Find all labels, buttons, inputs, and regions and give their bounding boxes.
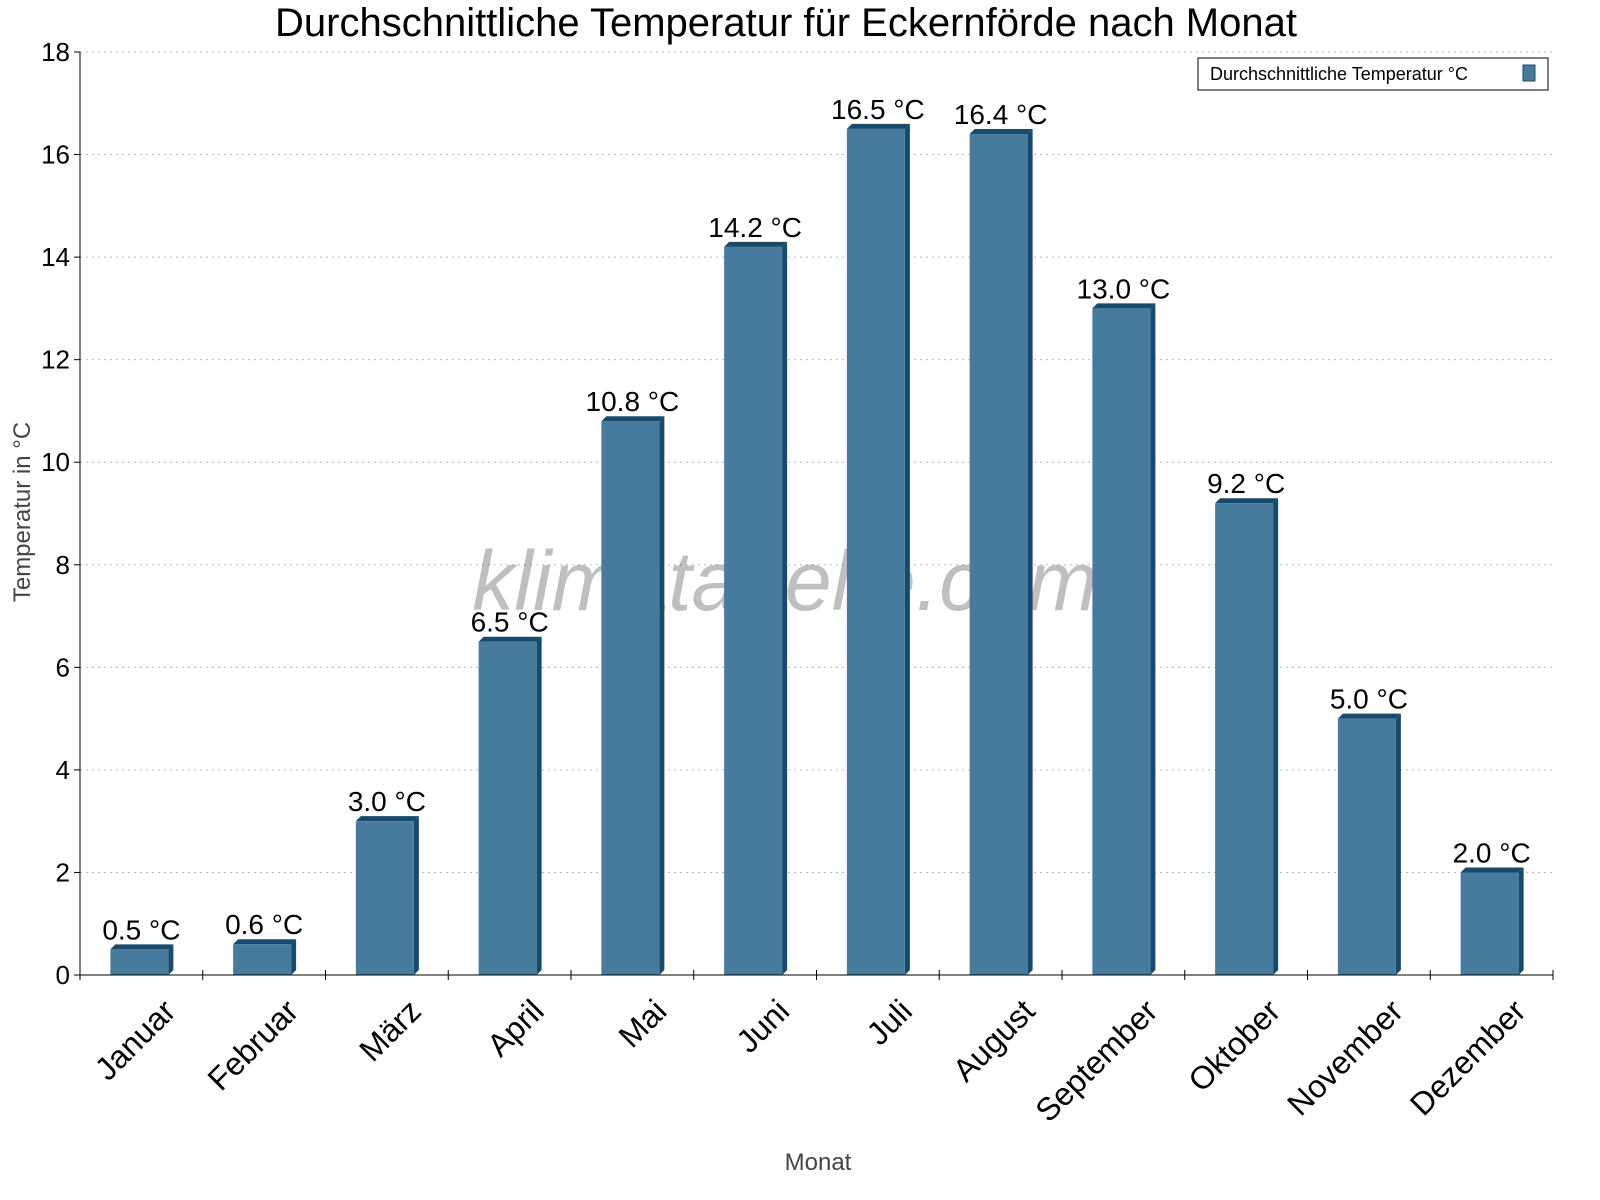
bar-side <box>536 636 542 975</box>
y-tick-label: 4 <box>56 755 70 785</box>
bar-side <box>1273 498 1279 975</box>
bar-side <box>1518 867 1524 975</box>
legend-box <box>1197 57 1549 91</box>
bar-top <box>601 416 665 422</box>
y-tick-label: 18 <box>41 37 70 67</box>
chart-title: Durchschnittliche Temperatur für Eckernf… <box>275 1 1297 45</box>
y-tick-label: 8 <box>56 550 70 580</box>
bar-top <box>724 241 788 247</box>
y-axis-label: Temperatur in °C <box>9 422 36 602</box>
bar-top <box>1215 498 1279 504</box>
legend: Durchschnittliche Temperatur °C <box>1197 57 1549 91</box>
bar-front <box>1460 872 1519 975</box>
x-tick-label: Mai <box>612 993 674 1055</box>
data-label: 13.0 °C <box>1077 273 1171 304</box>
data-label: 9.2 °C <box>1207 468 1285 499</box>
bar-front <box>478 641 537 975</box>
bar-top <box>233 939 297 945</box>
y-tick-label: 10 <box>41 447 70 477</box>
data-label: 2.0 °C <box>1453 837 1531 868</box>
bar <box>846 123 910 975</box>
bar-side <box>1395 713 1401 975</box>
bar-side <box>659 416 665 975</box>
bar-side <box>904 123 910 975</box>
y-tick-label: 2 <box>56 857 70 887</box>
y-tick-label: 0 <box>56 960 70 990</box>
data-label: 10.8 °C <box>586 386 680 417</box>
data-label: 0.6 °C <box>225 909 303 940</box>
bar <box>724 241 788 975</box>
x-tick-label: Januar <box>88 992 183 1087</box>
y-tick-label: 12 <box>41 345 70 375</box>
data-label: 0.5 °C <box>102 914 180 945</box>
bar-top <box>1460 867 1524 873</box>
bar-top <box>1337 713 1401 719</box>
x-tick-label: Juli <box>860 993 919 1052</box>
bar-front <box>233 944 292 975</box>
x-tick-label: August <box>946 993 1042 1089</box>
bar <box>355 816 419 975</box>
bar-side <box>168 944 174 975</box>
bar-front <box>1215 503 1274 975</box>
bar-front <box>601 421 660 975</box>
bar-top <box>846 123 910 129</box>
bar <box>601 416 665 975</box>
bar-side <box>291 939 297 975</box>
legend-swatch <box>1522 64 1536 82</box>
bar-front <box>1092 308 1151 975</box>
bars: 0.5 °C 0.6 °C 3.0 °C 6.5 °C 10.8 °C 14.2 °C 16… <box>102 94 1531 976</box>
bar-top <box>110 944 174 950</box>
data-label: 16.5 °C <box>831 94 925 125</box>
data-label: 3.0 °C <box>348 786 426 817</box>
bar-side <box>782 241 788 975</box>
bar-front <box>110 949 169 975</box>
bar-side <box>1027 129 1033 976</box>
bar-side <box>1150 303 1156 975</box>
bar-top <box>969 129 1033 135</box>
bar-front <box>1337 718 1396 975</box>
bar <box>1092 303 1156 975</box>
x-tick-label: Dezember <box>1403 992 1533 1122</box>
bar-top <box>478 636 542 642</box>
y-tick-label: 6 <box>56 652 70 682</box>
bar <box>969 129 1033 976</box>
x-tick-label: April <box>480 993 551 1064</box>
bar <box>1215 498 1279 975</box>
bar-front <box>846 128 905 975</box>
y-tick-label: 14 <box>41 242 70 272</box>
data-label: 5.0 °C <box>1330 684 1408 715</box>
legend-label: Durchschnittliche Temperatur °C <box>1210 64 1468 84</box>
x-tick-label: März <box>352 993 428 1069</box>
bar <box>1337 713 1401 975</box>
y-tick-label: 16 <box>41 140 70 170</box>
bar <box>1460 867 1524 975</box>
bar-top <box>1092 303 1156 309</box>
gridlines <box>80 51 1553 873</box>
bar-front <box>969 134 1028 976</box>
bar <box>478 636 542 975</box>
bar-front <box>724 246 783 975</box>
bar-front <box>355 821 414 975</box>
x-axis-label: Monat <box>785 1149 852 1176</box>
data-label: 14.2 °C <box>708 212 802 243</box>
x-tick-label: September <box>1028 992 1164 1128</box>
x-tick-label: Juni <box>729 993 796 1060</box>
data-label: 16.4 °C <box>954 99 1048 130</box>
bar-side <box>413 816 419 975</box>
x-tick-label: November <box>1280 992 1410 1122</box>
bar <box>233 939 297 975</box>
bar-top <box>355 816 419 822</box>
x-tick-label: Februar <box>200 992 305 1097</box>
bar <box>110 944 174 975</box>
data-label: 6.5 °C <box>471 607 549 638</box>
x-tick-label: Oktober <box>1181 992 1287 1098</box>
